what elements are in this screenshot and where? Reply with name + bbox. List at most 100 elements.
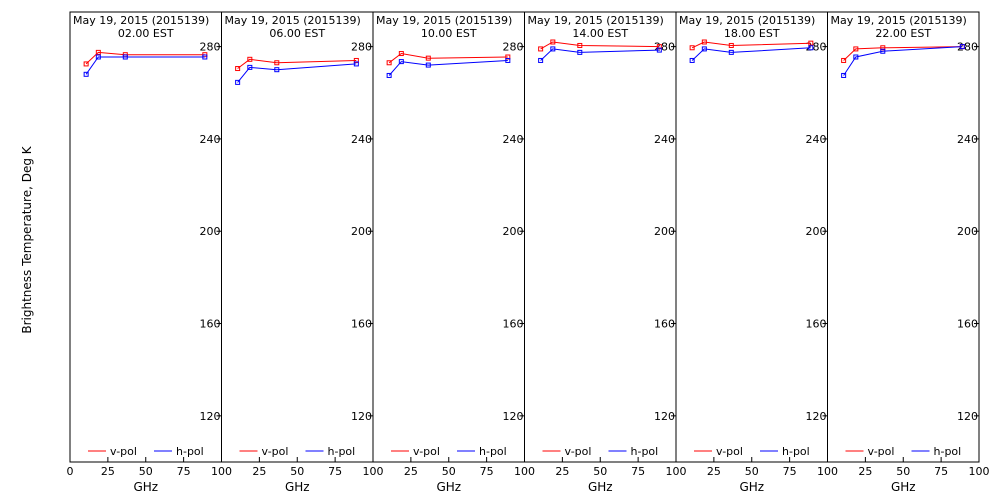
data-point-h-pol [122, 54, 128, 60]
x-tick-label: 0 [67, 465, 74, 478]
y-tick-label: 240 [503, 133, 524, 146]
data-point-v-pol [808, 40, 814, 46]
legend-label: h-pol [934, 445, 962, 458]
legend-label: v-pol [565, 445, 592, 458]
data-point-v-pol [95, 49, 101, 55]
chart-panel-5: May 19, 2015 (2015139)18.00 EST 120 160 200… [675, 11, 838, 494]
data-point-v-pol [853, 46, 859, 52]
series-line-h-pol [388, 60, 508, 76]
chart-panel-1: May 19, 2015 (2015139)02.00 EST 120 160 200… [67, 11, 232, 494]
data-point-v-pol [689, 45, 695, 51]
y-tick-label: 200 [957, 225, 978, 238]
x-tick-label: 25 [555, 465, 569, 478]
x-axis-label: GHz [133, 480, 158, 494]
data-point-v-pol [577, 42, 583, 48]
data-point-v-pol [656, 44, 662, 50]
x-axis-label: GHz [588, 480, 613, 494]
data-point-h-pol [550, 46, 556, 52]
y-tick-label: 280 [957, 41, 978, 54]
y-tick-label: 200 [200, 225, 221, 238]
legend-label: h-pol [631, 445, 659, 458]
panel-title: May 19, 2015 (2015139) [73, 14, 209, 27]
chart-panel-2: May 19, 2015 (2015139)06.00 EST 120 160 200… [221, 11, 384, 494]
y-tick-label: 120 [351, 410, 372, 423]
series-line-h-pol [843, 46, 963, 76]
y-tick-label: 280 [806, 41, 827, 54]
legend-label: h-pol [328, 445, 356, 458]
data-point-h-pol [95, 54, 101, 60]
x-tick-label: 50 [139, 465, 153, 478]
data-point-h-pol [701, 46, 707, 52]
series-line-v-pol [691, 41, 811, 49]
y-tick-label: 240 [654, 133, 675, 146]
data-point-v-pol [353, 57, 359, 63]
series-line-v-pol [85, 51, 205, 65]
y-tick-label: 200 [654, 225, 675, 238]
panel-title: May 19, 2015 (2015139) [831, 14, 967, 27]
series-line-h-pol [540, 48, 660, 61]
legend-label: v-pol [413, 445, 440, 458]
data-point-h-pol [83, 71, 89, 77]
data-point-v-pol [538, 46, 544, 52]
y-tick-label: 240 [200, 133, 221, 146]
data-point-v-pol [841, 57, 847, 63]
panel-title: May 19, 2015 (2015139) [528, 14, 664, 27]
y-tick-label: 120 [654, 410, 675, 423]
data-point-h-pol [841, 72, 847, 78]
y-tick-label: 160 [503, 318, 524, 331]
data-point-v-pol [550, 39, 556, 45]
chart-panel-3: May 19, 2015 (2015139)10.00 EST 120 160 200… [372, 11, 535, 494]
data-point-v-pol [386, 60, 392, 66]
panel-subtitle: 22.00 EST [875, 27, 931, 40]
panel-subtitle: 18.00 EST [724, 27, 780, 40]
data-point-h-pol [959, 44, 965, 50]
data-point-h-pol [656, 47, 662, 53]
x-tick-label: 100 [817, 465, 838, 478]
x-tick-label: 75 [631, 465, 645, 478]
data-point-v-pol [880, 45, 886, 51]
data-point-h-pol [398, 59, 404, 65]
series-line-h-pol [691, 47, 811, 61]
y-tick-label: 160 [806, 318, 827, 331]
y-tick-label: 200 [503, 225, 524, 238]
legend-label: h-pol [782, 445, 810, 458]
data-point-h-pol [808, 45, 814, 51]
x-tick-label: 75 [480, 465, 494, 478]
x-tick-label: 50 [593, 465, 607, 478]
y-tick-label: 240 [351, 133, 372, 146]
x-tick-label: 25 [252, 465, 266, 478]
legend-label: v-pol [262, 445, 289, 458]
x-tick-label: 100 [666, 465, 687, 478]
chart-panel-4: May 19, 2015 (2015139)14.00 EST 120 160 200… [524, 11, 687, 494]
x-tick-label: 50 [745, 465, 759, 478]
x-tick-label: 50 [442, 465, 456, 478]
data-point-h-pol [247, 64, 253, 70]
data-point-v-pol [728, 42, 734, 48]
x-axis-label: GHz [436, 480, 461, 494]
y-tick-label: 280 [200, 41, 221, 54]
data-point-h-pol [235, 79, 241, 85]
data-point-v-pol [235, 66, 241, 72]
data-point-v-pol [274, 60, 280, 66]
y-tick-label: 120 [806, 410, 827, 423]
series-line-h-pol [237, 63, 357, 83]
data-point-h-pol [386, 72, 392, 78]
y-tick-label: 160 [957, 318, 978, 331]
x-tick-label: 75 [934, 465, 948, 478]
chart-panel-6: May 19, 2015 (2015139)22.00 EST 120 160 200… [827, 11, 990, 494]
x-tick-label: 25 [858, 465, 872, 478]
y-tick-label: 160 [654, 318, 675, 331]
x-tick-label: 25 [404, 465, 418, 478]
series-line-v-pol [540, 41, 660, 50]
legend-label: v-pol [716, 445, 743, 458]
x-tick-label: 50 [290, 465, 304, 478]
data-point-v-pol [701, 39, 707, 45]
x-tick-label: 100 [969, 465, 990, 478]
data-point-h-pol [505, 57, 511, 63]
x-tick-label: 75 [328, 465, 342, 478]
panel-title: May 19, 2015 (2015139) [225, 14, 361, 27]
chart-panels: May 19, 2015 (2015139)02.00 EST120160200… [67, 11, 990, 494]
data-point-h-pol [353, 61, 359, 67]
x-tick-label: 100 [514, 465, 535, 478]
series-line-v-pol [237, 58, 357, 69]
